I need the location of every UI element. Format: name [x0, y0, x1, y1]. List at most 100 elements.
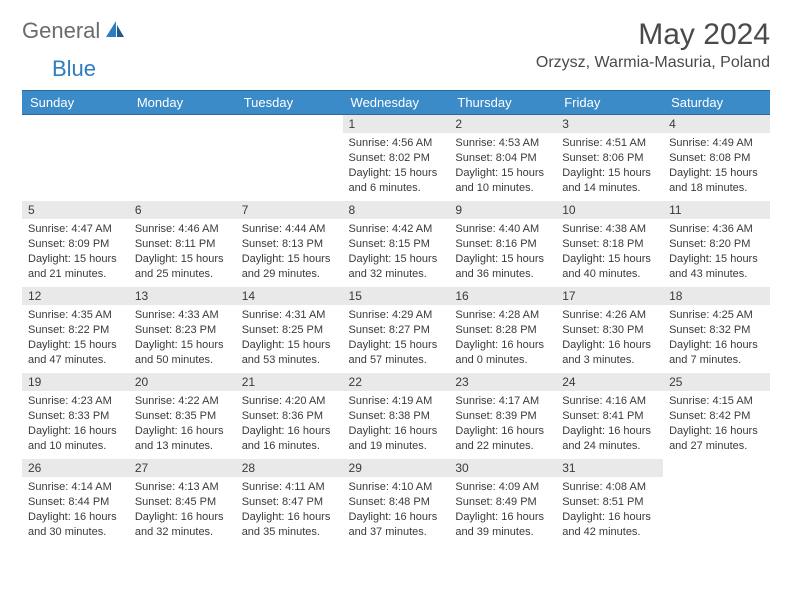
calendar-table: SundayMondayTuesdayWednesdayThursdayFrid… — [22, 90, 770, 545]
cell-body: Sunrise: 4:15 AMSunset: 8:42 PMDaylight:… — [663, 391, 770, 457]
sunset-line: Sunset: 8:20 PM — [669, 237, 764, 252]
sunrise-line: Sunrise: 4:29 AM — [349, 308, 444, 323]
logo-sail-icon — [104, 19, 126, 44]
day-number: 21 — [236, 373, 343, 391]
cell-body: Sunrise: 4:31 AMSunset: 8:25 PMDaylight:… — [236, 305, 343, 371]
daylight-line: Daylight: 15 hours and 53 minutes. — [242, 338, 337, 368]
cell-body: Sunrise: 4:25 AMSunset: 8:32 PMDaylight:… — [663, 305, 770, 371]
sunrise-line: Sunrise: 4:38 AM — [562, 222, 657, 237]
calendar-cell: Sunrise: 4:19 AMSunset: 8:38 PMDaylight:… — [343, 391, 450, 459]
sunrise-line: Sunrise: 4:25 AM — [669, 308, 764, 323]
cell-body: Sunrise: 4:38 AMSunset: 8:18 PMDaylight:… — [556, 219, 663, 285]
sunset-line: Sunset: 8:15 PM — [349, 237, 444, 252]
brand-blue: Blue — [52, 56, 96, 81]
calendar-week-row: Sunrise: 4:23 AMSunset: 8:33 PMDaylight:… — [22, 391, 770, 459]
cell-body: Sunrise: 4:36 AMSunset: 8:20 PMDaylight:… — [663, 219, 770, 285]
daylight-line: Daylight: 15 hours and 57 minutes. — [349, 338, 444, 368]
sunset-line: Sunset: 8:23 PM — [135, 323, 230, 338]
weekday-header: Wednesday — [343, 91, 450, 115]
sunrise-line: Sunrise: 4:28 AM — [455, 308, 550, 323]
sunrise-line: Sunrise: 4:16 AM — [562, 394, 657, 409]
calendar-cell: Sunrise: 4:08 AMSunset: 8:51 PMDaylight:… — [556, 477, 663, 545]
cell-body: Sunrise: 4:20 AMSunset: 8:36 PMDaylight:… — [236, 391, 343, 457]
cell-body: Sunrise: 4:28 AMSunset: 8:28 PMDaylight:… — [449, 305, 556, 371]
calendar-cell: Sunrise: 4:33 AMSunset: 8:23 PMDaylight:… — [129, 305, 236, 373]
day-number: 24 — [556, 373, 663, 391]
sunset-line: Sunset: 8:18 PM — [562, 237, 657, 252]
sunrise-line: Sunrise: 4:11 AM — [242, 480, 337, 495]
month-title: May 2024 — [536, 18, 770, 52]
calendar-week-row: Sunrise: 4:56 AMSunset: 8:02 PMDaylight:… — [22, 133, 770, 201]
sunrise-line: Sunrise: 4:51 AM — [562, 136, 657, 151]
daynum-row: 19202122232425 — [22, 373, 770, 391]
sunset-line: Sunset: 8:04 PM — [455, 151, 550, 166]
calendar-cell: Sunrise: 4:56 AMSunset: 8:02 PMDaylight:… — [343, 133, 450, 201]
sunset-line: Sunset: 8:25 PM — [242, 323, 337, 338]
sunset-line: Sunset: 8:39 PM — [455, 409, 550, 424]
sunset-line: Sunset: 8:06 PM — [562, 151, 657, 166]
sunset-line: Sunset: 8:51 PM — [562, 495, 657, 510]
daylight-line: Daylight: 16 hours and 16 minutes. — [242, 424, 337, 454]
daylight-line: Daylight: 16 hours and 30 minutes. — [28, 510, 123, 540]
daylight-line: Daylight: 15 hours and 29 minutes. — [242, 252, 337, 282]
calendar-cell: Sunrise: 4:14 AMSunset: 8:44 PMDaylight:… — [22, 477, 129, 545]
daylight-line: Daylight: 16 hours and 32 minutes. — [135, 510, 230, 540]
sunset-line: Sunset: 8:36 PM — [242, 409, 337, 424]
sunrise-line: Sunrise: 4:22 AM — [135, 394, 230, 409]
sunset-line: Sunset: 8:08 PM — [669, 151, 764, 166]
day-number — [129, 115, 236, 133]
sunrise-line: Sunrise: 4:36 AM — [669, 222, 764, 237]
sunrise-line: Sunrise: 4:42 AM — [349, 222, 444, 237]
calendar-cell: Sunrise: 4:29 AMSunset: 8:27 PMDaylight:… — [343, 305, 450, 373]
sunset-line: Sunset: 8:47 PM — [242, 495, 337, 510]
sunrise-line: Sunrise: 4:31 AM — [242, 308, 337, 323]
daylight-line: Daylight: 15 hours and 40 minutes. — [562, 252, 657, 282]
cell-body: Sunrise: 4:09 AMSunset: 8:49 PMDaylight:… — [449, 477, 556, 543]
calendar-cell: Sunrise: 4:51 AMSunset: 8:06 PMDaylight:… — [556, 133, 663, 201]
daylight-line: Daylight: 15 hours and 25 minutes. — [135, 252, 230, 282]
day-number: 5 — [22, 201, 129, 219]
sunset-line: Sunset: 8:28 PM — [455, 323, 550, 338]
sunrise-line: Sunrise: 4:23 AM — [28, 394, 123, 409]
cell-body: Sunrise: 4:10 AMSunset: 8:48 PMDaylight:… — [343, 477, 450, 543]
weekday-header-row: SundayMondayTuesdayWednesdayThursdayFrid… — [22, 91, 770, 115]
day-number: 13 — [129, 287, 236, 305]
calendar-cell — [22, 133, 129, 201]
day-number — [236, 115, 343, 133]
sunset-line: Sunset: 8:38 PM — [349, 409, 444, 424]
title-block: May 2024 Orzysz, Warmia-Masuria, Poland — [536, 18, 770, 72]
calendar-cell: Sunrise: 4:13 AMSunset: 8:45 PMDaylight:… — [129, 477, 236, 545]
calendar-cell — [663, 477, 770, 545]
calendar-cell: Sunrise: 4:49 AMSunset: 8:08 PMDaylight:… — [663, 133, 770, 201]
daylight-line: Daylight: 16 hours and 3 minutes. — [562, 338, 657, 368]
sunset-line: Sunset: 8:16 PM — [455, 237, 550, 252]
calendar-cell: Sunrise: 4:36 AMSunset: 8:20 PMDaylight:… — [663, 219, 770, 287]
sunrise-line: Sunrise: 4:17 AM — [455, 394, 550, 409]
day-number: 8 — [343, 201, 450, 219]
cell-body: Sunrise: 4:13 AMSunset: 8:45 PMDaylight:… — [129, 477, 236, 543]
sunset-line: Sunset: 8:45 PM — [135, 495, 230, 510]
sunset-line: Sunset: 8:42 PM — [669, 409, 764, 424]
cell-body: Sunrise: 4:46 AMSunset: 8:11 PMDaylight:… — [129, 219, 236, 285]
cell-body: Sunrise: 4:56 AMSunset: 8:02 PMDaylight:… — [343, 133, 450, 199]
weekday-header: Friday — [556, 91, 663, 115]
calendar-week-row: Sunrise: 4:47 AMSunset: 8:09 PMDaylight:… — [22, 219, 770, 287]
sunrise-line: Sunrise: 4:53 AM — [455, 136, 550, 151]
daylight-line: Daylight: 16 hours and 19 minutes. — [349, 424, 444, 454]
sunset-line: Sunset: 8:13 PM — [242, 237, 337, 252]
daynum-row: 567891011 — [22, 201, 770, 219]
sunset-line: Sunset: 8:27 PM — [349, 323, 444, 338]
cell-body: Sunrise: 4:14 AMSunset: 8:44 PMDaylight:… — [22, 477, 129, 543]
day-number: 11 — [663, 201, 770, 219]
calendar-cell: Sunrise: 4:31 AMSunset: 8:25 PMDaylight:… — [236, 305, 343, 373]
cell-body: Sunrise: 4:19 AMSunset: 8:38 PMDaylight:… — [343, 391, 450, 457]
sunrise-line: Sunrise: 4:44 AM — [242, 222, 337, 237]
day-number — [22, 115, 129, 133]
calendar-cell: Sunrise: 4:28 AMSunset: 8:28 PMDaylight:… — [449, 305, 556, 373]
calendar-cell: Sunrise: 4:09 AMSunset: 8:49 PMDaylight:… — [449, 477, 556, 545]
daylight-line: Daylight: 15 hours and 32 minutes. — [349, 252, 444, 282]
sunrise-line: Sunrise: 4:10 AM — [349, 480, 444, 495]
calendar-cell: Sunrise: 4:25 AMSunset: 8:32 PMDaylight:… — [663, 305, 770, 373]
sunrise-line: Sunrise: 4:49 AM — [669, 136, 764, 151]
daylight-line: Daylight: 15 hours and 10 minutes. — [455, 166, 550, 196]
